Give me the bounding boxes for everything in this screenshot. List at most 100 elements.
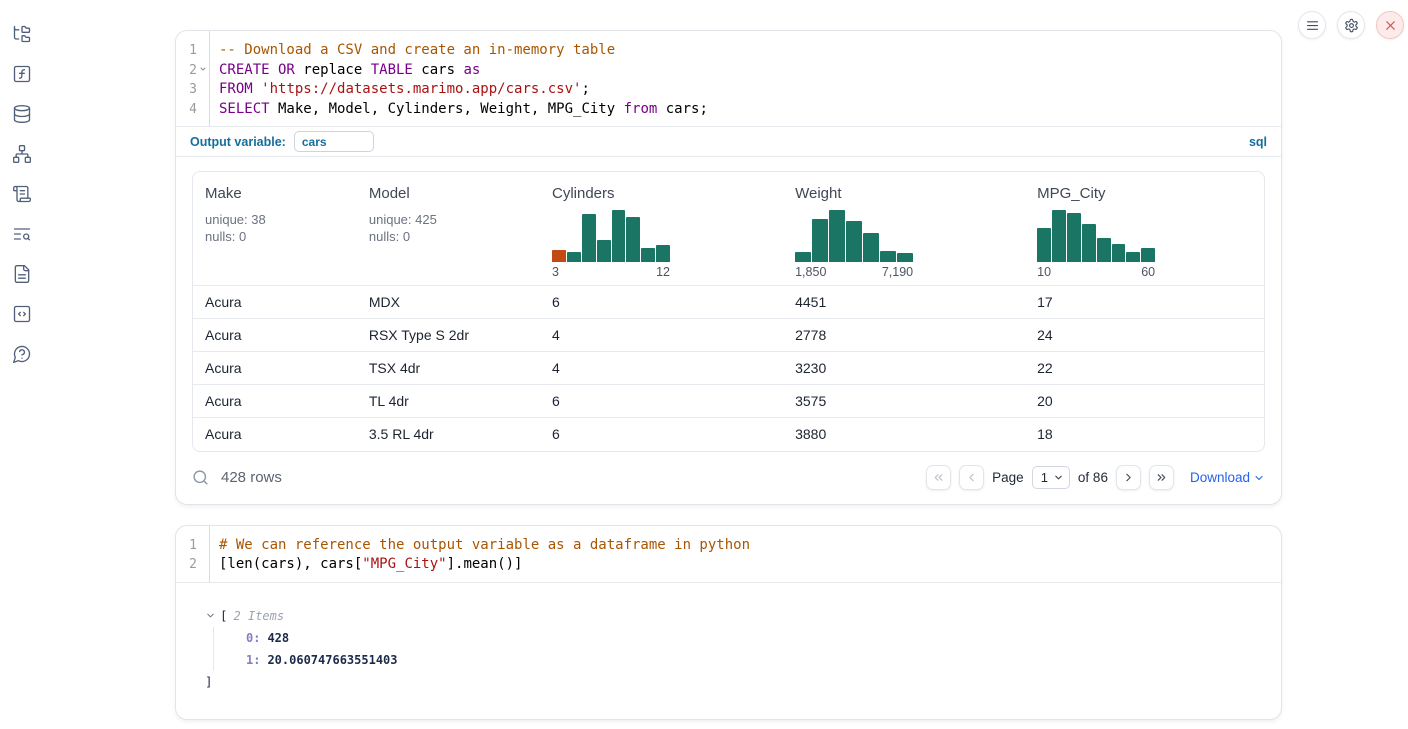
language-badge-sql[interactable]: sql	[1248, 134, 1267, 149]
chevrons-right-icon	[1155, 471, 1168, 484]
tree-entries: 0: 428 1: 20.060747663551403	[213, 626, 1265, 671]
settings-button[interactable]	[1337, 11, 1365, 39]
left-sidebar	[0, 0, 44, 729]
page-select[interactable]: 1	[1031, 466, 1070, 489]
settings-icon	[1344, 18, 1359, 33]
line-number: 2	[189, 557, 197, 572]
line-number: 1	[189, 537, 197, 553]
code-line: [len(cars), cars["MPG_City"].mean()]	[219, 556, 523, 572]
code-lines: -- Download a CSV and create an in-memor…	[210, 31, 1281, 126]
histogram-bar	[552, 250, 566, 262]
column-header-make[interactable]: Make unique: 38 nulls: 0	[193, 172, 357, 286]
page-select-value: 1	[1040, 470, 1048, 485]
first-page-button[interactable]	[926, 465, 952, 490]
tree-entry-value: 20.060747663551403	[267, 652, 398, 667]
table-cell: RSX Type S 2dr	[356, 318, 540, 352]
table-cell: TL 4dr	[356, 384, 540, 418]
sidebar-item-help[interactable]	[10, 342, 34, 366]
data-table: Make unique: 38 nulls: 0 Model unique: 425 nu…	[192, 171, 1265, 452]
code-line: SELECT Make, Model, Cylinders, Weight, M…	[219, 100, 708, 117]
sidebar-item-documentation[interactable]	[10, 262, 34, 286]
notebook-area: 1 2 3 4 -- Download a CSV and create an in-m…	[175, 30, 1282, 720]
histogram-bar	[1096, 238, 1111, 262]
sidebar-item-datasources[interactable]	[10, 102, 34, 126]
sidebar-item-dependencies[interactable]	[10, 142, 34, 166]
tree-entry-value: 428	[267, 630, 290, 645]
tree-close-bracket: ]	[205, 673, 213, 689]
cell-divider	[176, 581, 1281, 583]
column-name: MPG_City	[1037, 185, 1106, 202]
sidebar-item-scratchpad[interactable]	[10, 62, 34, 86]
column-name: Cylinders	[552, 185, 615, 202]
table-cell: Acura	[193, 384, 357, 418]
sql-cell-editor[interactable]: 1 2 3 4 -- Download a CSV and create an in-m…	[176, 31, 1281, 126]
cell-divider	[176, 126, 1281, 127]
line-number: 1	[189, 43, 197, 58]
folder-tree-icon	[12, 24, 32, 44]
code-line: FROM 'https://datasets.marimo.app/cars.c…	[219, 81, 590, 97]
column-header-weight[interactable]: Weight 1,850 7,190	[783, 172, 1025, 286]
file-text-icon	[12, 264, 32, 284]
column-name: Weight	[795, 185, 842, 202]
search-icon[interactable]	[192, 469, 209, 486]
table-cell: Acura	[193, 285, 357, 319]
column-name: Model	[368, 185, 410, 202]
fold-chevron-down-icon[interactable]	[197, 61, 209, 81]
column-header-model[interactable]: Model unique: 425 nulls: 0	[357, 172, 540, 286]
table-cell: 3575	[783, 384, 1026, 418]
line-number-gutter: 1 2 3 4	[176, 31, 210, 126]
table-cell: 4	[540, 318, 784, 352]
table-cell: TSX 4dr	[356, 351, 540, 385]
code-line: # We can reference the output variable a…	[219, 536, 751, 553]
column-stats: unique: 425 nulls: 0	[368, 212, 437, 244]
histogram-axis-labels: 1,850 7,190	[795, 265, 914, 279]
next-page-button[interactable]	[1115, 465, 1141, 490]
histogram-bar	[1037, 228, 1052, 262]
tree-entry: 1: 20.060747663551403	[246, 649, 1265, 671]
column-header-cylinders[interactable]: Cylinders 3 12	[540, 172, 783, 286]
table-row: Acura MDX 6 4451 17	[193, 285, 1264, 319]
sidebar-item-snippets[interactable]	[10, 302, 34, 326]
scroll-text-icon	[12, 184, 32, 204]
histogram-bar	[1111, 244, 1126, 262]
tree-entry: 0: 428	[246, 627, 1265, 649]
column-header-mpg_city[interactable]: MPG_City 10 60	[1025, 172, 1264, 286]
download-label: Download	[1189, 470, 1250, 485]
sql-cell: 1 2 3 4 -- Download a CSV and create an in-m…	[175, 30, 1282, 505]
table-cell: 6	[540, 417, 784, 451]
previous-page-button[interactable]	[959, 465, 985, 490]
histogram-bar	[829, 210, 846, 262]
window-controls	[1298, 11, 1404, 39]
output-variable-input[interactable]	[293, 131, 374, 152]
chevron-down-icon	[1053, 472, 1064, 483]
table-cell: 3.5 RL 4dr	[356, 417, 540, 451]
python-cell-editor[interactable]: 1 2 # We can reference the output variable…	[176, 525, 1281, 582]
line-number: 3	[189, 82, 197, 97]
weight-histogram	[795, 210, 914, 262]
sidebar-item-logs[interactable]	[10, 222, 34, 246]
tree-collapse-chevron-down-icon[interactable]	[205, 610, 216, 621]
table-row: Acura TSX 4dr 4 3230 22	[193, 351, 1264, 385]
table-row: Acura 3.5 RL 4dr 6 3880 18	[193, 417, 1264, 451]
table-cell: 17	[1025, 285, 1264, 319]
menu-button[interactable]	[1298, 11, 1326, 39]
histogram-bar	[880, 251, 897, 262]
last-page-button[interactable]	[1148, 465, 1174, 490]
table-footer: 428 rows Page 1 of 86 Download	[176, 452, 1281, 504]
table-cell: 3880	[783, 417, 1026, 451]
cylinders-histogram	[552, 210, 670, 262]
row-count: 428 rows	[221, 469, 282, 486]
histogram-bar	[1066, 213, 1081, 262]
fold-spacer	[197, 41, 209, 61]
python-output: [ 2 Items 0: 428 1: 20.060747663551403 ]	[176, 583, 1281, 719]
download-button[interactable]: Download	[1190, 470, 1265, 485]
histogram-bar	[581, 214, 596, 262]
sidebar-item-file-explorer[interactable]	[10, 22, 34, 46]
histogram-bar	[1126, 252, 1141, 262]
shutdown-button[interactable]	[1376, 11, 1404, 39]
line-number: 2	[189, 62, 197, 78]
table-cell: 6	[540, 384, 784, 418]
sidebar-item-script[interactable]	[10, 182, 34, 206]
histogram-bar	[812, 219, 829, 262]
